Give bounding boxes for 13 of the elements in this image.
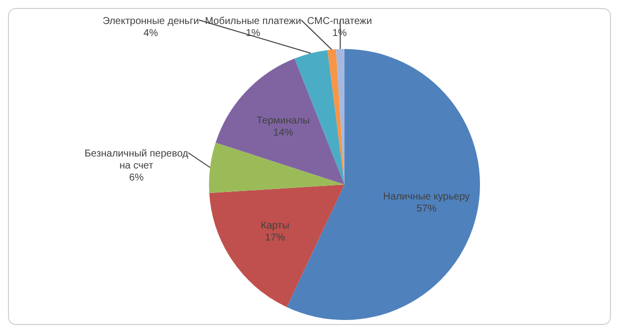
slice-label: СМС-платежи [307, 16, 372, 27]
slice-label: Мобильные платежи [204, 16, 302, 27]
data-label: 14% [273, 128, 294, 139]
slice-label: Терминалы [256, 116, 310, 127]
data-label: 17% [265, 232, 286, 244]
slice-label: Безналичный перевод на счет [84, 148, 188, 172]
data-label: 1% [246, 28, 260, 39]
data-label: 4% [144, 28, 158, 39]
slice-label: Наличные курьеру [383, 192, 470, 203]
slice-label: Электронные деньги [102, 16, 199, 27]
slice-label: Карты [260, 220, 290, 232]
data-label: 57% [416, 204, 437, 215]
data-label: 6% [129, 172, 144, 184]
